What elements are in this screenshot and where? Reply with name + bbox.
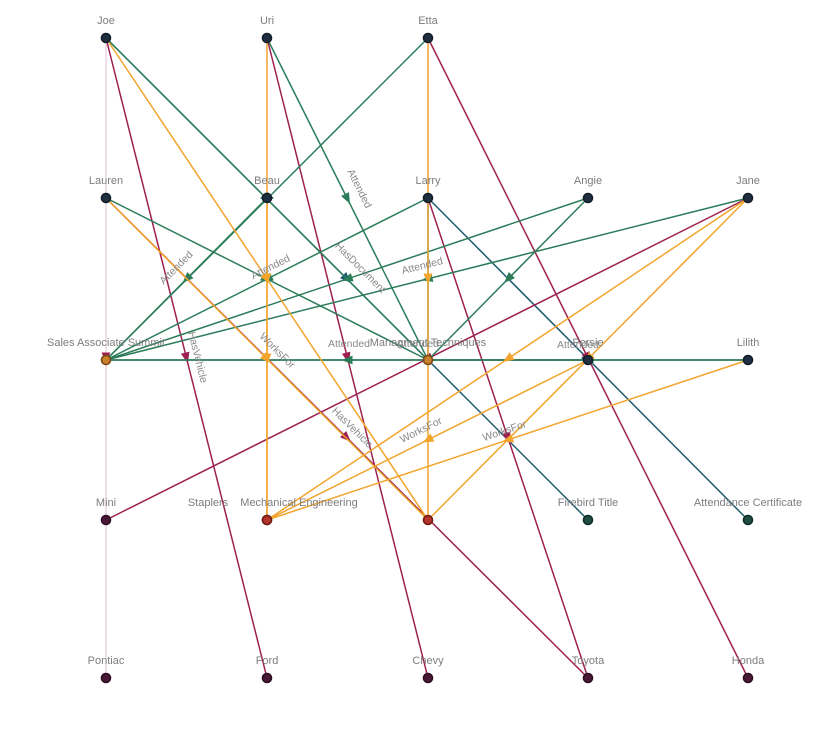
edge-label-persie-staplers: WorksFor bbox=[398, 415, 444, 446]
node-label-angie: Angie bbox=[574, 175, 602, 187]
node-label-uri: Uri bbox=[260, 15, 274, 27]
node-label-larry: Larry bbox=[415, 175, 441, 187]
edges-layer bbox=[101, 37, 749, 679]
node-angie bbox=[582, 192, 594, 204]
arrowhead-persie-staplers bbox=[422, 433, 435, 443]
node-label-persie: Persie bbox=[572, 337, 603, 349]
node-sas bbox=[100, 354, 112, 366]
node-etta bbox=[422, 32, 434, 44]
node-mini bbox=[100, 514, 112, 526]
node-larry bbox=[422, 192, 434, 204]
node-lilith bbox=[742, 354, 754, 366]
node-persie bbox=[582, 354, 594, 366]
arrowhead-uri-mt bbox=[341, 192, 350, 204]
arrowhead-jane-staplers bbox=[502, 352, 515, 363]
node-label-lauren: Lauren bbox=[89, 175, 123, 187]
node-label-lilith: Lilith bbox=[737, 337, 760, 349]
node-staplers bbox=[261, 514, 273, 526]
node-label-attcert: Attendance Certificate bbox=[694, 497, 802, 509]
nodes-layer bbox=[100, 32, 754, 684]
node-label-pontiac: Pontiac bbox=[88, 655, 125, 667]
node-label-toyota: Toyota bbox=[572, 655, 605, 667]
arrowhead-beau-sas bbox=[182, 271, 194, 283]
arrowhead-angie-mt bbox=[504, 271, 515, 283]
node-label-joe: Joe bbox=[97, 15, 115, 27]
node-label-me: Mechanical Engineering bbox=[240, 497, 357, 509]
node-label-mini: Mini bbox=[96, 497, 116, 509]
node-label-beau: Beau bbox=[254, 175, 280, 187]
edge-label-lilith-mt: Attended bbox=[557, 339, 599, 351]
edge-label-joe-ford: HasVehicle bbox=[185, 330, 209, 384]
node-label-mt: Managment Techniques bbox=[370, 337, 487, 349]
node-ford bbox=[261, 672, 273, 684]
node-label-firebird: Firebird Title bbox=[558, 497, 619, 509]
node-chevy bbox=[422, 672, 434, 684]
node-company2 bbox=[422, 514, 434, 526]
arrowhead-etta-company2 bbox=[423, 273, 433, 285]
node-pontiac bbox=[100, 672, 112, 684]
node-jane bbox=[742, 192, 754, 204]
edge-label-lilith-sas: Attended bbox=[397, 338, 439, 350]
node-toyota bbox=[582, 672, 594, 684]
node-uri bbox=[261, 32, 273, 44]
node-label-chevy: Chevy bbox=[412, 655, 444, 667]
node-labels-layer: Joe Uri Etta Lauren Beau Larry Angie Jane Persie… bbox=[47, 15, 802, 667]
node-joe bbox=[100, 32, 112, 44]
node-beau bbox=[261, 192, 273, 204]
node-label-staplers: Staplers bbox=[188, 497, 229, 509]
node-label-honda: Honda bbox=[732, 655, 765, 667]
node-label-etta: Etta bbox=[418, 15, 438, 27]
arrowhead-angie-sas bbox=[341, 273, 354, 282]
edge-label-lauren-company2: WorksFor bbox=[257, 331, 298, 372]
node-honda bbox=[742, 672, 754, 684]
edge-labels-layer: HasDocumentHasVehicleHasVehicleAttendedA… bbox=[157, 167, 599, 451]
edge-label-persie-sas: Attended bbox=[328, 338, 370, 350]
edge-label-uri-mt: Attended bbox=[344, 167, 374, 210]
node-firebird bbox=[582, 514, 594, 526]
arrowhead-lilith-staplers bbox=[502, 434, 515, 443]
arrowhead-beau-staplers bbox=[262, 353, 272, 365]
node-lauren bbox=[100, 192, 112, 204]
node-label-sas: Sales Associate Summit bbox=[47, 337, 165, 349]
node-label-ford: Ford bbox=[256, 655, 279, 667]
node-attcert bbox=[742, 514, 754, 526]
node-label-jane: Jane bbox=[736, 175, 760, 187]
node-mt bbox=[422, 354, 434, 366]
